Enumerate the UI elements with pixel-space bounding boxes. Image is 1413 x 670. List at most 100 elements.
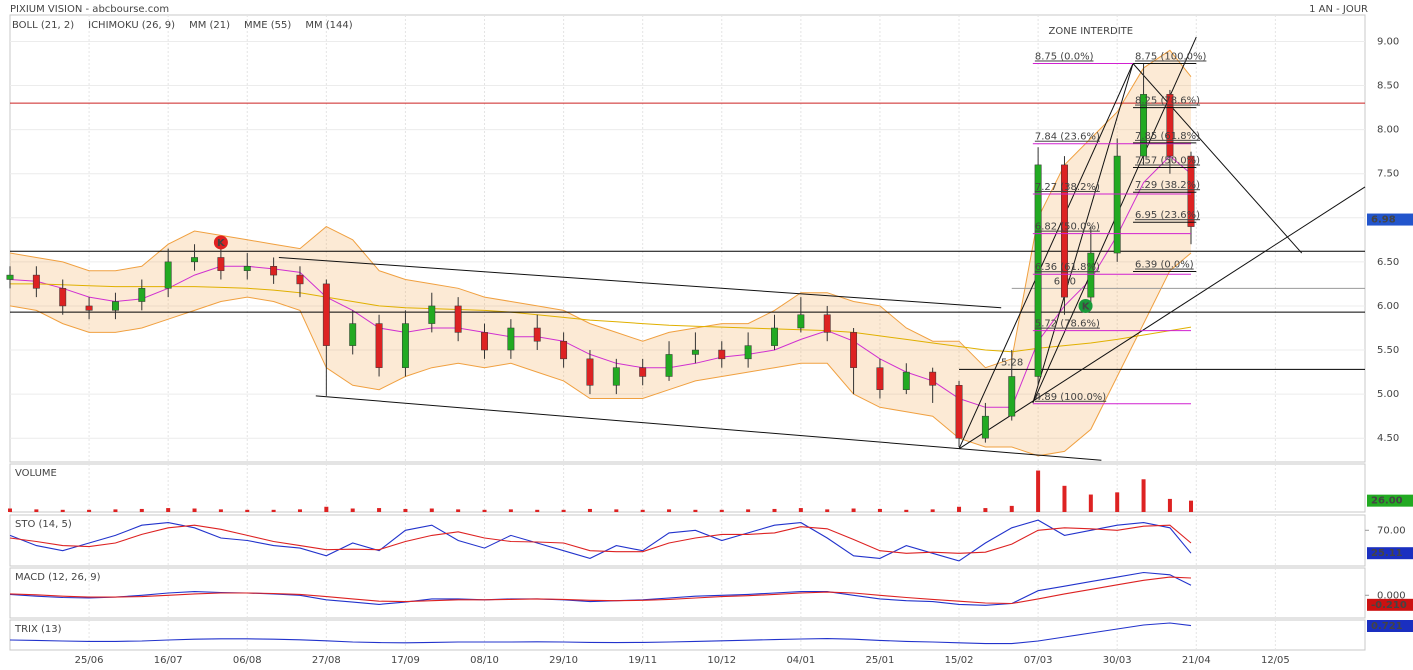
candle-body <box>1187 155 1195 227</box>
fibonacci-label: 8.75 (0.0%) <box>1035 51 1094 62</box>
current-value-box <box>1367 620 1413 632</box>
candle-body <box>902 371 910 390</box>
candle-body <box>850 332 858 368</box>
volume-bar <box>930 509 935 512</box>
x-tick-label: 25/06 <box>75 655 104 666</box>
chart-title: PIXIUM VISION - abcbourse.com <box>10 4 169 15</box>
x-tick-label: 21/04 <box>1182 655 1211 666</box>
x-tick-label: 04/01 <box>786 655 815 666</box>
volume-bar <box>1036 470 1041 512</box>
volume-bar <box>825 509 830 512</box>
volume-bar <box>957 506 962 512</box>
candle-body <box>454 305 462 333</box>
period-label: 1 AN - JOUR <box>1309 4 1368 15</box>
candle-body <box>586 358 594 386</box>
panel-frame <box>9 463 1366 513</box>
indicator-line <box>9 519 1192 562</box>
volume-bar <box>271 509 276 512</box>
candle-body <box>349 323 357 346</box>
volume-bar <box>904 509 909 512</box>
indicator-line <box>9 622 1192 645</box>
candle-body <box>929 371 937 386</box>
volume-bar <box>667 509 672 512</box>
y-tick-label: 70.00 <box>1377 525 1406 536</box>
fibonacci-label: 7.27 (38.2%) <box>1035 182 1100 193</box>
panel-title: TRIX (13) <box>14 624 62 635</box>
candle-body <box>507 327 515 351</box>
x-tick-label: 17/09 <box>391 655 420 666</box>
volume-bar <box>561 509 566 512</box>
volume-bar <box>297 509 302 512</box>
fibonacci-label: 6.39 (0.0%) <box>1135 260 1194 271</box>
volume-bar <box>1088 494 1093 512</box>
candle-body <box>771 327 778 346</box>
fibonacci-label: 6.82 (50.0%) <box>1035 222 1100 233</box>
signal-marker-label: K <box>217 238 226 249</box>
volume-bar <box>877 508 882 512</box>
fibonacci-label: 4.89 (100.0%) <box>1035 392 1106 403</box>
volume-bar <box>1115 492 1120 512</box>
volume-bar <box>798 508 803 512</box>
moving-average <box>9 155 1192 408</box>
y-tick-label: 0.000 <box>1377 590 1406 601</box>
y-tick-label: 4.50 <box>1377 433 1399 444</box>
candle-body <box>191 257 198 263</box>
volume-bar <box>113 509 118 512</box>
current-value-label: 25.11 <box>1371 548 1403 559</box>
candle-body <box>1140 94 1148 157</box>
candle-body <box>428 305 436 324</box>
x-tick-label: 15/02 <box>945 655 974 666</box>
x-tick-label: 19/11 <box>628 655 657 666</box>
volume-bar <box>403 508 408 512</box>
candle-body <box>296 274 304 285</box>
fibonacci-label: 7.84 (23.6%) <box>1035 132 1100 143</box>
volume-bar <box>614 509 619 512</box>
volume-bar <box>772 508 777 512</box>
volume-bar <box>456 509 461 512</box>
volume-bar <box>1062 485 1067 512</box>
panel-title: STO (14, 5) <box>15 519 72 530</box>
candle-body <box>1113 155 1121 254</box>
candle-body <box>560 340 568 360</box>
current-value-label: 26.00 <box>1371 496 1403 507</box>
candle-body <box>481 332 488 351</box>
y-tick-label: 8.50 <box>1377 81 1399 92</box>
fibonacci-label: 6.95 (23.6%) <box>1135 210 1200 221</box>
y-tick-label: 5.50 <box>1377 345 1399 356</box>
y-tick-label: 6.50 <box>1377 257 1399 268</box>
x-tick-label: 30/03 <box>1103 655 1132 666</box>
candle-body <box>270 266 278 276</box>
volume-bar <box>350 508 355 512</box>
panel-frame <box>9 567 1366 619</box>
candle-body <box>1034 164 1042 377</box>
volume-bar <box>693 509 698 512</box>
candle-body <box>32 274 40 289</box>
candle-body <box>59 288 67 307</box>
volume-bar <box>324 506 329 512</box>
volume-bar <box>218 509 223 512</box>
fibonacci-label: 8.25 (78.6%) <box>1135 96 1200 107</box>
candle-body <box>111 301 119 311</box>
current-value-label: 0.721 <box>1371 621 1403 632</box>
current-value-box <box>1367 494 1413 507</box>
moving-average <box>10 283 1192 353</box>
y-tick-label: 5.00 <box>1377 389 1399 400</box>
x-tick-label: 27/08 <box>312 655 341 666</box>
candle-body <box>612 367 620 386</box>
candle-body <box>533 327 541 342</box>
candle-body <box>1061 164 1068 298</box>
current-value-box <box>1367 547 1413 560</box>
volume-bar <box>1189 500 1194 512</box>
candle-body <box>1087 252 1095 298</box>
indicator-line <box>9 571 1192 606</box>
x-tick-label: 16/07 <box>154 655 183 666</box>
candle-body <box>639 367 647 377</box>
candle-body <box>375 323 383 368</box>
fibonacci-label: 8.75 (100.0%) <box>1135 51 1206 62</box>
current-value-label: -0.210 <box>1371 600 1407 611</box>
volume-bar <box>192 508 197 512</box>
indicator-line <box>9 576 1192 605</box>
volume-bar <box>139 508 144 512</box>
